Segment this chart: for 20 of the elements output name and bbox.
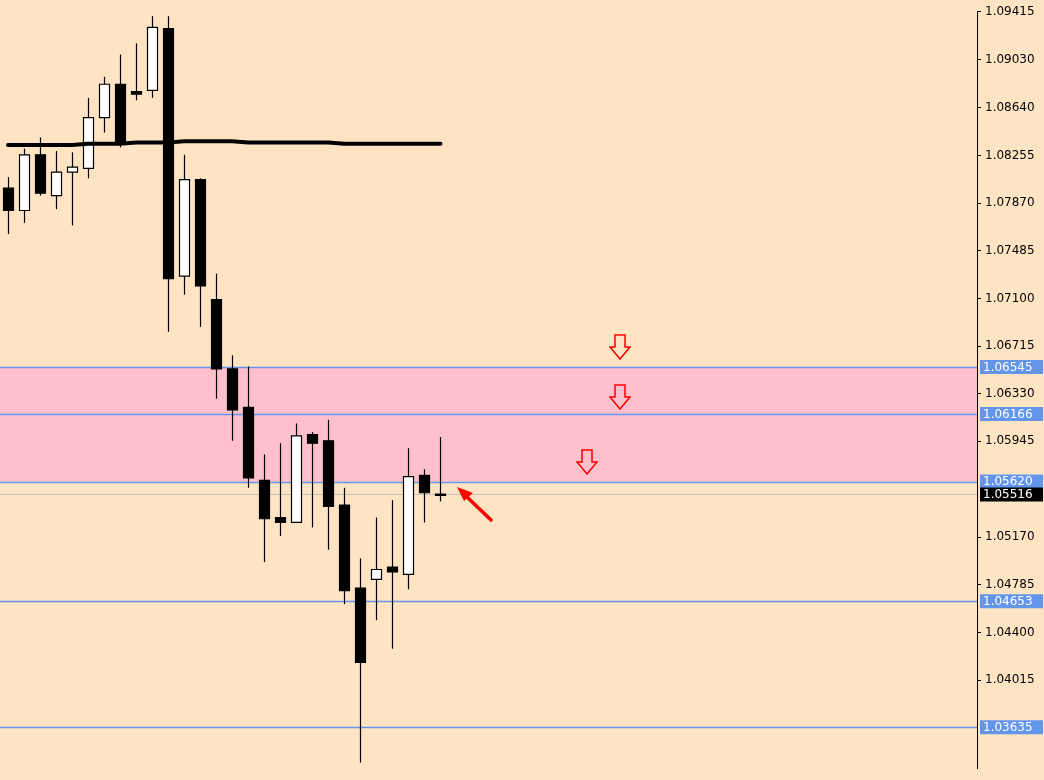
y-tick-label: 1.05170 bbox=[985, 529, 1035, 544]
y-tick-label: 1.06715 bbox=[985, 338, 1035, 353]
y-tick-label: 1.07870 bbox=[985, 195, 1035, 210]
y-tick-label: 1.06330 bbox=[985, 385, 1035, 400]
y-tick-label: 1.09030 bbox=[985, 51, 1035, 66]
y-tick-label: 1.07100 bbox=[985, 290, 1035, 305]
ref-line-label: 1.05620 bbox=[983, 474, 1033, 489]
y-tick-label: 1.07485 bbox=[985, 242, 1035, 257]
y-tick-label: 1.09415 bbox=[985, 3, 1035, 18]
ref-line-label: 1.05516 bbox=[983, 487, 1033, 502]
y-tick-label: 1.04400 bbox=[985, 624, 1035, 639]
y-tick-label: 1.08255 bbox=[985, 147, 1035, 162]
ref-line-label: 1.03635 bbox=[983, 719, 1033, 734]
ref-line-label: 1.04653 bbox=[983, 593, 1033, 608]
y-tick-label: 1.04785 bbox=[985, 577, 1035, 592]
ref-line-label: 1.06166 bbox=[983, 406, 1033, 421]
ref-line-label: 1.06545 bbox=[983, 359, 1033, 374]
y-tick-label: 1.04015 bbox=[985, 672, 1035, 687]
y-tick-label: 1.08640 bbox=[985, 99, 1035, 114]
y-tick-label: 1.05945 bbox=[985, 433, 1035, 448]
